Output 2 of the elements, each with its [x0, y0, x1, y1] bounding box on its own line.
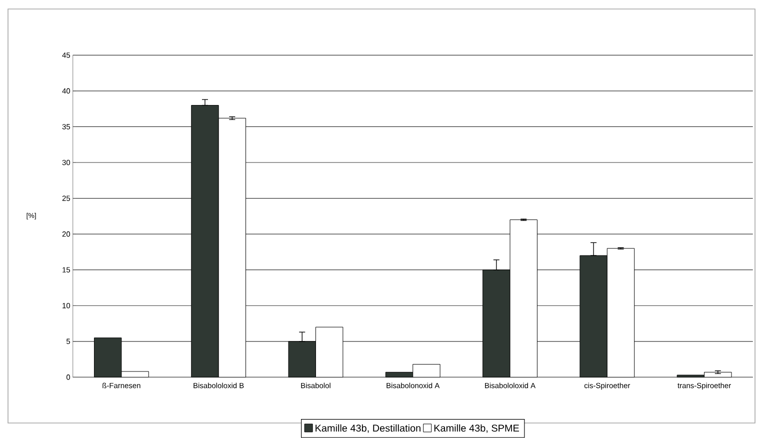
legend-label: Kamille 43b, Destillation	[316, 424, 420, 433]
legend-label: Kamille 43b, SPME	[434, 424, 519, 433]
